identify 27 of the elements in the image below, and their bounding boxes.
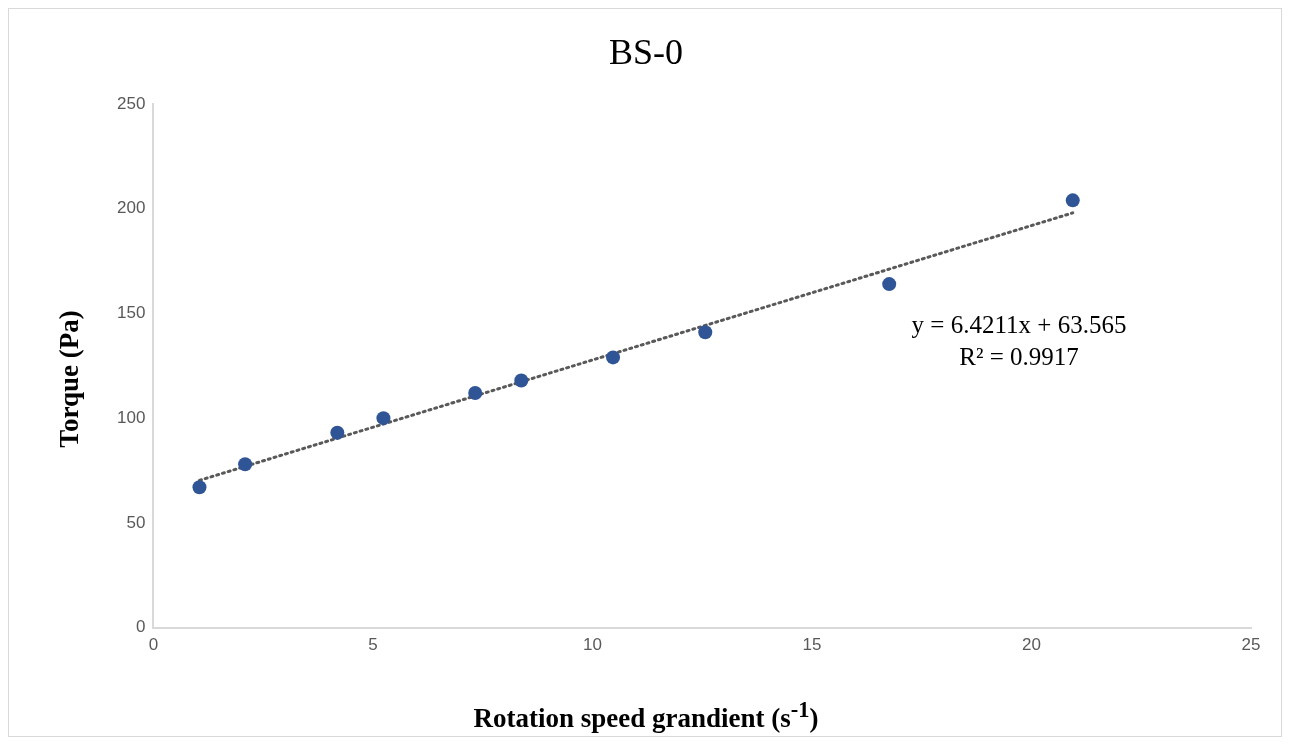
y-tick-label: 0	[135, 617, 146, 637]
x-tick-label: 5	[368, 635, 378, 655]
annotation: R² = 0.9917	[958, 342, 1080, 372]
point	[192, 480, 207, 495]
point	[376, 411, 391, 426]
y-tick-label: 100	[116, 407, 146, 427]
point	[1065, 193, 1080, 208]
x-tick-label: 0	[148, 635, 159, 655]
x-tick-label: 20	[1022, 635, 1041, 655]
point	[606, 350, 621, 365]
point	[882, 277, 897, 292]
y-axis-title: Torque (Pa)	[53, 310, 85, 448]
y-tick-label: 200	[116, 198, 146, 218]
y-tick-label: 250	[116, 93, 146, 113]
x-tick-label: 25	[1241, 635, 1261, 655]
x-tick-label: 10	[582, 635, 602, 655]
x-axis-title: Rotation speed grandient (s$^{-1}$)	[472, 697, 820, 734]
x-tick-label: 15	[802, 635, 822, 655]
point	[330, 425, 345, 440]
y-tick-label: 150	[116, 303, 146, 323]
chart-title: BS-0	[608, 31, 684, 73]
point	[514, 373, 529, 388]
point	[238, 457, 253, 472]
point	[698, 325, 713, 340]
annotation: y = 6.4211x + 63.565	[910, 310, 1128, 340]
y-tick-label: 50	[126, 512, 146, 532]
point	[468, 386, 483, 401]
